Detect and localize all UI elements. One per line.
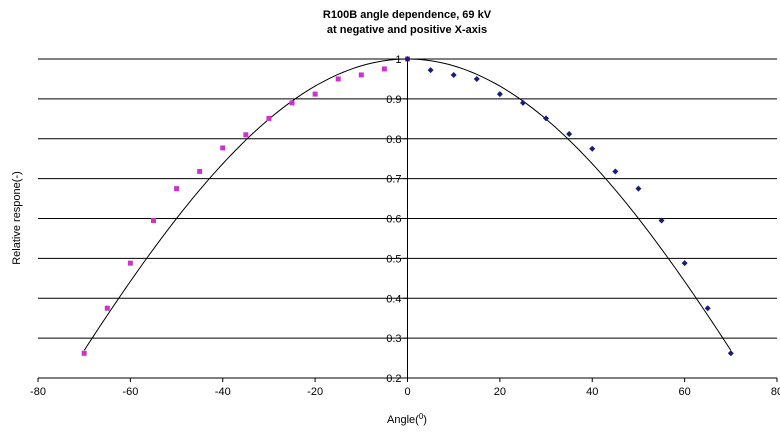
x-tick-label-0: -80 — [30, 386, 46, 398]
series-1-point-0 — [404, 56, 411, 62]
series-0-point-5 — [197, 168, 203, 174]
series-0-point-10 — [312, 91, 318, 97]
data-points — [81, 56, 734, 357]
trendline-0 — [83, 58, 408, 351]
series-0-point-13 — [381, 66, 387, 72]
series-0-point-9 — [289, 100, 295, 106]
x-tick-label-4: 0 — [404, 386, 410, 398]
x-tick-label-2: -40 — [215, 386, 231, 398]
y-tick-label-7: 0.9 — [386, 94, 401, 106]
trendline-1 — [407, 58, 732, 351]
series-1-point-1 — [427, 67, 434, 74]
x-tick-label-6: 40 — [586, 386, 598, 398]
axes — [37, 58, 778, 382]
x-tick-label-3: -20 — [307, 386, 323, 398]
series-0-point-11 — [335, 76, 341, 82]
series-1-point-11 — [658, 217, 665, 224]
x-tick-label-1: -60 — [122, 386, 138, 398]
x-tick-label-7: 60 — [679, 386, 691, 398]
series-0-point-3 — [150, 217, 156, 223]
series-0-point-0 — [81, 350, 87, 356]
series-1-point-3 — [473, 75, 480, 82]
trendlines — [83, 58, 732, 351]
series-1-point-4 — [496, 91, 503, 98]
series-0-point-12 — [358, 72, 364, 78]
series-1-point-14 — [727, 350, 734, 357]
y-axis-label: Relative respone(-) — [11, 171, 23, 265]
series-1-point-8 — [589, 145, 596, 152]
series-0-point-1 — [104, 305, 110, 311]
y-tick-label-1: 0.3 — [386, 333, 401, 345]
series-1-point-9 — [612, 168, 619, 175]
y-tick-label-3: 0.5 — [386, 253, 401, 265]
series-1-point-10 — [635, 185, 642, 192]
y-tick-label-5: 0.7 — [386, 174, 401, 186]
series-1-point-5 — [519, 99, 526, 106]
y-tick-label-0: 0.2 — [386, 373, 401, 385]
series-0-point-8 — [266, 115, 272, 121]
x-axis-label: Angle(0) — [387, 412, 427, 426]
series-1-point-13 — [704, 305, 711, 312]
series-1-point-2 — [450, 71, 457, 78]
x-axis-label-sup: 0 — [419, 412, 424, 421]
series-1-point-7 — [566, 130, 573, 137]
chart-title-line2: at negative and positive X-axis — [327, 24, 487, 36]
series-0-point-2 — [127, 260, 133, 266]
y-tick-labels: 0.2 0.3 0.4 0.5 0.6 0.7 0.8 0.9 1 — [386, 54, 401, 385]
series-0-point-6 — [220, 145, 226, 151]
x-tick-label-8: 80 — [771, 386, 780, 398]
x-tick-labels: -80 -60 -40 -20 0 20 40 60 80 — [30, 386, 780, 398]
y-tick-label-2: 0.4 — [386, 293, 401, 305]
y-tick-label-8: 1 — [395, 54, 401, 66]
chart-title-line1: R100B angle dependence, 69 kV — [323, 9, 492, 21]
series-1-point-6 — [543, 115, 550, 122]
x-axis-label-text: Angle( — [387, 414, 419, 426]
x-axis-label-suffix: ) — [423, 414, 427, 426]
series-0-point-7 — [243, 132, 249, 138]
series-0-point-4 — [174, 186, 180, 192]
x-tick-label-5: 20 — [494, 386, 506, 398]
series-1-point-12 — [681, 260, 688, 267]
y-tick-label-4: 0.6 — [386, 214, 401, 226]
y-tick-label-6: 0.8 — [386, 134, 401, 146]
